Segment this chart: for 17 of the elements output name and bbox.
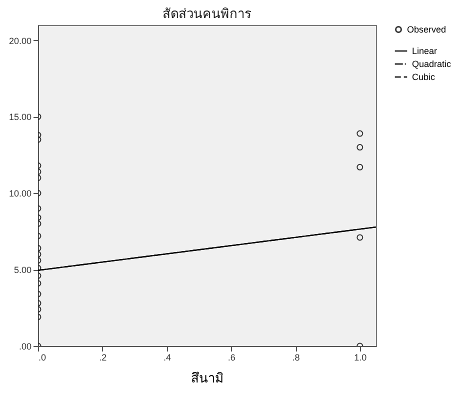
legend-label: Observed xyxy=(407,24,446,34)
legend-label: Quadratic xyxy=(412,59,452,69)
legend-label: Cubic xyxy=(412,72,436,82)
y-tick-label: 20.00 xyxy=(8,36,32,46)
x-tick-label: .4 xyxy=(164,352,172,362)
x-tick-label: 1.0 xyxy=(354,352,367,362)
y-tick-label: 5.00 xyxy=(14,265,32,276)
legend-label: Linear xyxy=(412,46,438,56)
y-tick-label: .00 xyxy=(18,342,32,352)
y-tick-label: 15.00 xyxy=(8,112,32,122)
x-axis-title: สึนามิ xyxy=(191,370,224,386)
x-tick-label: .8 xyxy=(292,352,300,362)
x-tick-label: .6 xyxy=(228,352,236,362)
chart-title: สัดส่วนคนพิการ xyxy=(162,6,252,21)
x-tick-label: .2 xyxy=(99,352,107,362)
x-tick-label: .0 xyxy=(38,352,46,362)
y-tick-label: 10.00 xyxy=(8,188,32,199)
